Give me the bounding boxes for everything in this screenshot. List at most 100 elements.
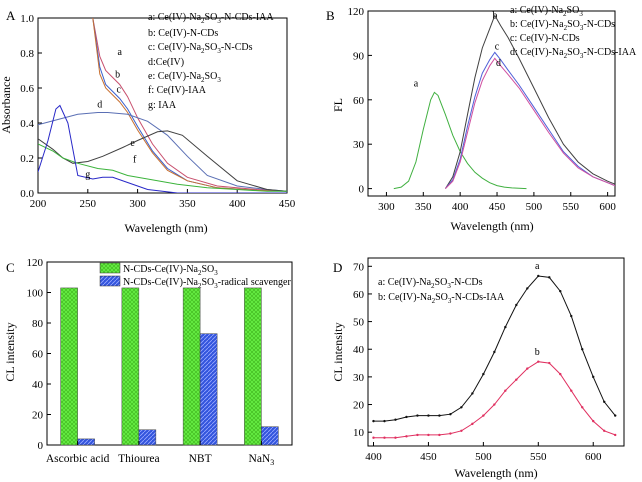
x-tick-label: 200 xyxy=(30,198,47,210)
data-point xyxy=(526,367,529,370)
y-tick-label: 0.4 xyxy=(20,118,34,130)
data-point xyxy=(592,375,595,379)
bar-control xyxy=(121,287,140,446)
data-point xyxy=(383,436,386,439)
y-tick-label: 0.2 xyxy=(20,153,34,165)
data-point xyxy=(559,289,562,293)
y-tick-label: 90 xyxy=(353,50,365,62)
x-tick-label: 250 xyxy=(80,198,97,210)
panel-d-plot-area: 400 450 500 550 600 10 20 30 40 50 60 70 a b xyxy=(353,261,617,463)
panel-a-label: A xyxy=(6,8,16,23)
panel-d-ylabel: CL intensity xyxy=(331,322,345,381)
series-line-g xyxy=(38,104,287,193)
x-tick-label: 300 xyxy=(129,198,146,210)
x-tick-label: 450 xyxy=(279,198,296,210)
panel-d-frame xyxy=(367,257,625,447)
series-group xyxy=(372,274,617,439)
panel-c-label: C xyxy=(6,260,15,275)
data-point xyxy=(405,415,408,419)
panel-b-xlabel: Wavelength (nm) xyxy=(450,219,533,233)
panel-b: B 300 350 400 450 500 550 600 0 30 60 90 120 a b cd Wa… xyxy=(326,5,637,233)
panel-b-legend-item: b: Ce(IV)-Na2SO3-N-CDs xyxy=(510,19,615,32)
x-tick-label: 500 xyxy=(475,451,492,463)
data-point xyxy=(570,314,573,318)
panel-d-label: D xyxy=(333,260,342,275)
data-point xyxy=(416,433,419,437)
panel-a-ylabel: Absorbance xyxy=(0,76,13,133)
data-point xyxy=(405,435,408,438)
curve-label: f xyxy=(133,154,137,165)
data-point xyxy=(504,325,507,329)
bar-scavenger xyxy=(261,426,279,446)
data-point xyxy=(526,287,529,290)
data-point xyxy=(581,406,584,409)
panel-a-legend: a: Ce(IV)-Na2SO3-N-CDs-IAA b: Ce(IV)-N-C… xyxy=(148,12,274,111)
panel-a-legend-item: a: Ce(IV)-Na2SO3-N-CDs-IAA xyxy=(148,12,274,25)
curve-label: b xyxy=(115,70,120,81)
x-tick-label: 400 xyxy=(452,201,469,213)
y-tick-label: 10 xyxy=(353,427,365,439)
bar-scavenger xyxy=(138,429,157,446)
curve-label: b xyxy=(535,347,540,358)
panel-b-plot-area: 300 350 400 450 500 550 600 0 30 60 90 120 a b cd xyxy=(348,6,617,213)
y-tick-label: 40 xyxy=(353,344,365,356)
panel-b-legend-item: c: Ce(IV)-N-CDs xyxy=(510,33,580,44)
data-point xyxy=(592,419,595,423)
y-tick-label: 100 xyxy=(27,288,44,300)
curve-label: e xyxy=(130,138,135,149)
data-point xyxy=(449,413,452,416)
panel-c-legend: N-CDs-Ce(IV)-Na2SO3 N-CDs-Ce(IV)-Na2SO3-… xyxy=(99,262,291,290)
x-tick-label: 450 xyxy=(420,451,437,463)
panel-d-legend-item: a: Ce(IV)-Na2SO3-N-CDs xyxy=(378,277,483,290)
panel-a-legend-item: e: Ce(IV)-Na2SO3 xyxy=(148,71,221,84)
data-point xyxy=(603,429,606,432)
panel-c-legend-swatch xyxy=(99,275,121,287)
y-tick-label: 50 xyxy=(353,317,365,329)
panel-a-xlabel: Wavelength (nm) xyxy=(124,221,207,235)
x-tick-label: 550 xyxy=(563,201,580,213)
y-tick-label: 120 xyxy=(348,6,365,18)
x-tick-label: 350 xyxy=(179,198,196,210)
series-line-b xyxy=(444,14,615,189)
x-tick-label: 400 xyxy=(365,451,382,463)
data-point xyxy=(537,360,540,363)
curve-label: a xyxy=(535,261,540,272)
y-tick-label: 0.0 xyxy=(20,188,34,200)
data-point xyxy=(515,303,518,307)
y-tick-label: 0.6 xyxy=(20,83,34,95)
bar-control xyxy=(244,287,262,446)
data-point xyxy=(614,433,617,437)
panel-b-ylabel: FL xyxy=(331,98,345,112)
data-point xyxy=(515,378,518,381)
panel-a: A 200 250 300 350 400 450 0.0 0.2 0.4 0.6 0.8 1.0 a b… xyxy=(0,8,296,235)
curve-label: d xyxy=(97,99,102,110)
panel-a-legend-item: g: IAA xyxy=(148,100,177,111)
bar-control xyxy=(60,287,78,446)
panel-c-legend-swatch xyxy=(99,262,121,274)
series-line-f xyxy=(38,143,287,192)
curve-label: a xyxy=(117,47,122,58)
bar-scavenger xyxy=(77,438,95,446)
data-point xyxy=(460,429,463,432)
data-point xyxy=(471,422,474,426)
y-tick-label: 70 xyxy=(353,261,365,273)
y-tick-label: 1.0 xyxy=(20,13,34,25)
data-point xyxy=(394,436,397,439)
data-point xyxy=(449,432,452,435)
data-point xyxy=(581,348,584,351)
data-point xyxy=(493,350,496,354)
bar-control xyxy=(182,287,201,446)
panel-b-legend-item: d: Ce(IV)-Na2SO3-N-CDs-IAA xyxy=(510,47,637,60)
panel-a-legend-item: c: Ce(IV)-Na2SO3-N-CDs xyxy=(148,42,253,55)
y-tick-label: 120 xyxy=(27,257,44,269)
x-tick-label: 600 xyxy=(599,201,616,213)
y-tick-label: 0 xyxy=(38,440,44,452)
panel-d-legend-item: b: Ce(IV)-Na2SO3-N-CDs-IAA xyxy=(378,292,505,305)
data-point xyxy=(438,433,441,437)
x-tick-label: 550 xyxy=(530,451,547,463)
data-point xyxy=(416,414,419,417)
curve-label: c xyxy=(495,41,500,52)
x-tick-label: 300 xyxy=(378,201,395,213)
y-tick-label: 60 xyxy=(32,349,44,361)
data-point xyxy=(482,372,485,376)
